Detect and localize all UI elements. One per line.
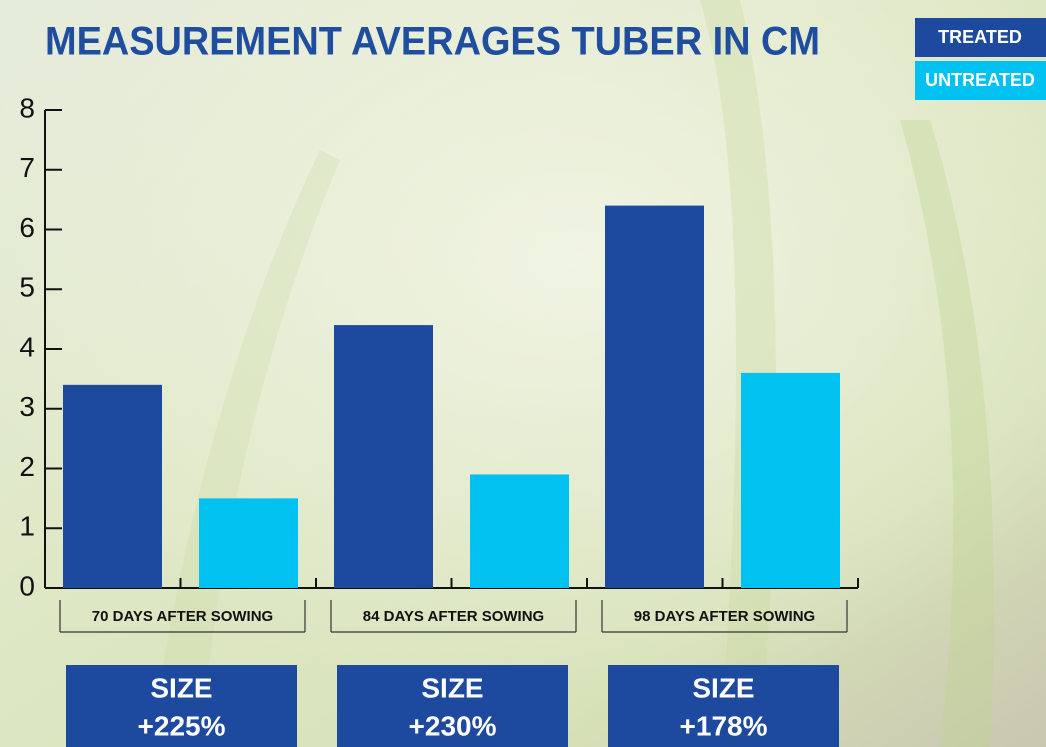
bar <box>199 498 298 588</box>
annotation-box <box>337 665 568 747</box>
category-bracket <box>59 600 306 633</box>
leaf <box>150 150 340 747</box>
y-tick-label: 8 <box>19 92 35 123</box>
x-tick-label: 70 DAYS AFTER SOWING <box>92 608 273 625</box>
legend-label: UNTREATED <box>925 70 1035 90</box>
annotation-label: SIZE <box>421 672 483 703</box>
x-tick-label: 98 DAYS AFTER SOWING <box>634 608 815 625</box>
bar <box>605 205 704 588</box>
bar <box>63 384 162 588</box>
y-tick-label: 4 <box>19 331 35 362</box>
bar <box>334 325 433 588</box>
chart-title: MEASUREMENT AVERAGES TUBER IN CM <box>45 20 820 64</box>
y-tick-label: 1 <box>19 511 35 542</box>
y-tick-label: 3 <box>19 391 35 422</box>
legend-swatch <box>915 61 1046 100</box>
x-tick-label: 84 DAYS AFTER SOWING <box>363 608 544 625</box>
bar <box>470 474 569 588</box>
y-tick-label: 7 <box>19 152 35 183</box>
bar <box>741 372 840 588</box>
annotation-value: +230% <box>409 710 497 741</box>
y-tick-label: 2 <box>19 451 35 482</box>
y-tick-label: 6 <box>19 212 35 243</box>
leaf <box>900 120 994 747</box>
y-tick-label: 5 <box>19 272 35 303</box>
category-bracket <box>330 600 577 633</box>
annotation-box <box>608 665 839 747</box>
annotation-box <box>66 665 297 747</box>
annotation-value: +225% <box>138 710 226 741</box>
legend-swatch <box>915 18 1046 57</box>
category-bracket <box>601 600 848 633</box>
y-tick-label: 0 <box>19 570 35 601</box>
annotation-label: SIZE <box>692 672 754 703</box>
annotation-value: +178% <box>680 710 768 741</box>
annotation-label: SIZE <box>150 672 212 703</box>
legend-label: TREATED <box>938 27 1022 47</box>
